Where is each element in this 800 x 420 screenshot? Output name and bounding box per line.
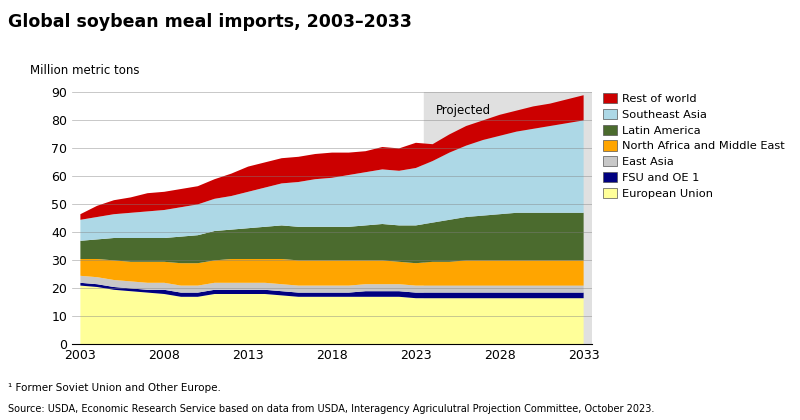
Text: ¹ Former Soviet Union and Other Europe.: ¹ Former Soviet Union and Other Europe. [8, 383, 221, 393]
Bar [424, 92, 592, 344]
Text: Projected: Projected [436, 104, 491, 117]
Text: Global soybean meal imports, 2003–2033: Global soybean meal imports, 2003–2033 [8, 13, 412, 31]
Text: Source: USDA, Economic Research Service based on data from USDA, Interagency Agr: Source: USDA, Economic Research Service … [8, 404, 654, 414]
Text: Million metric tons: Million metric tons [30, 64, 140, 77]
Legend: Rest of world, Southeast Asia, Latin America, North Africa and Middle East, East: Rest of world, Southeast Asia, Latin Ame… [603, 93, 785, 199]
